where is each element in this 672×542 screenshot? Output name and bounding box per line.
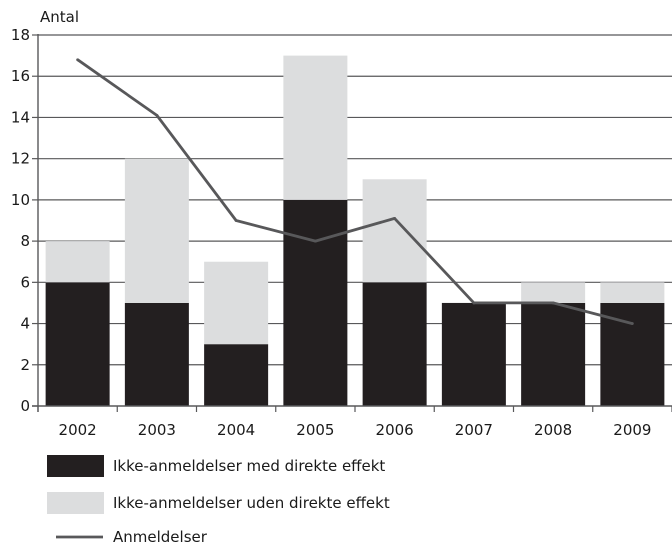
bar-med-direkte-effekt-2004: [204, 344, 269, 406]
y-axis-label: Antal: [40, 8, 79, 26]
bar-uden-direkte-effekt-2008: [521, 282, 586, 303]
bar-uden-direkte-effekt-2004: [204, 261, 269, 345]
y-tick-label-16: 16: [11, 67, 30, 85]
anmeldelser-line-layer: [76, 58, 634, 325]
legend-label-med-direkte-effekt: Ikke-anmeldelser med direkte effekt: [113, 457, 385, 475]
y-tick-label-12: 12: [11, 150, 30, 168]
bar-med-direkte-effekt-2007: [441, 302, 506, 406]
legend: Ikke-anmeldelser med direkte effekt Ikke-…: [47, 455, 390, 542]
y-tick-label-14: 14: [11, 108, 30, 126]
bar-med-direkte-effekt-2009: [600, 302, 665, 406]
bar-uden-direkte-effekt-2003: [124, 158, 189, 303]
x-tick-label-2008: 2008: [534, 421, 572, 439]
bar-med-direkte-effekt-2005: [283, 199, 348, 406]
bar-uden-direkte-effekt-2002: [45, 241, 110, 283]
y-tick-label-4: 4: [20, 315, 30, 333]
anmeldelser-line: [76, 58, 633, 325]
bar-uden-direkte-effekt-2006: [362, 179, 427, 283]
bar-med-direkte-effekt-2008: [521, 302, 586, 406]
y-tick-label-10: 10: [11, 191, 30, 209]
bar-med-direkte-effekt-2006: [362, 282, 427, 406]
legend-label-anmeldelser: Anmeldelser: [113, 528, 208, 542]
legend-swatch-med-direkte-effekt: [47, 455, 104, 477]
anmeldelser-point-2005: [313, 239, 317, 243]
bar-uden-direkte-effekt-2009: [600, 282, 665, 303]
x-tick-label-2006: 2006: [376, 421, 414, 439]
y-tick-label-6: 6: [20, 273, 30, 291]
bars: [45, 55, 665, 406]
x-tick-label-2004: 2004: [217, 421, 255, 439]
bar-med-direkte-effekt-2002: [45, 282, 110, 406]
x-tick-label-2005: 2005: [296, 421, 334, 439]
anmeldelser-point-2003: [155, 113, 159, 117]
bar-med-direkte-effekt-2003: [124, 302, 189, 406]
y-tick-label-0: 0: [20, 397, 30, 415]
x-tick-label-2009: 2009: [613, 421, 651, 439]
axes: 0 2 4 6 8 10 12 14 16 18 Antal 2002 2003 2004 2005 2006…: [11, 8, 672, 439]
y-tick-label-8: 8: [20, 232, 30, 250]
anmeldelser-point-2004: [234, 219, 238, 222]
y-tick-label-2: 2: [20, 356, 30, 374]
y-tick-label-18: 18: [11, 26, 30, 44]
anmeldelser-point-2009: [630, 322, 634, 325]
legend-label-uden-direkte-effekt: Ikke-anmeldelser uden direkte effekt: [113, 494, 390, 512]
anmeldelser-point-2002: [76, 58, 80, 62]
anmeldelser-point-2006: [393, 217, 397, 220]
bar-uden-direkte-effekt-2005: [283, 55, 348, 200]
x-tick-label-2002: 2002: [59, 421, 97, 439]
x-tick-label-2007: 2007: [455, 421, 493, 439]
x-tick-label-2003: 2003: [138, 421, 176, 439]
legend-swatch-uden-direkte-effekt: [47, 492, 104, 514]
anmeldelser-point-2007: [472, 301, 476, 305]
anmeldelser-point-2008: [551, 301, 555, 305]
